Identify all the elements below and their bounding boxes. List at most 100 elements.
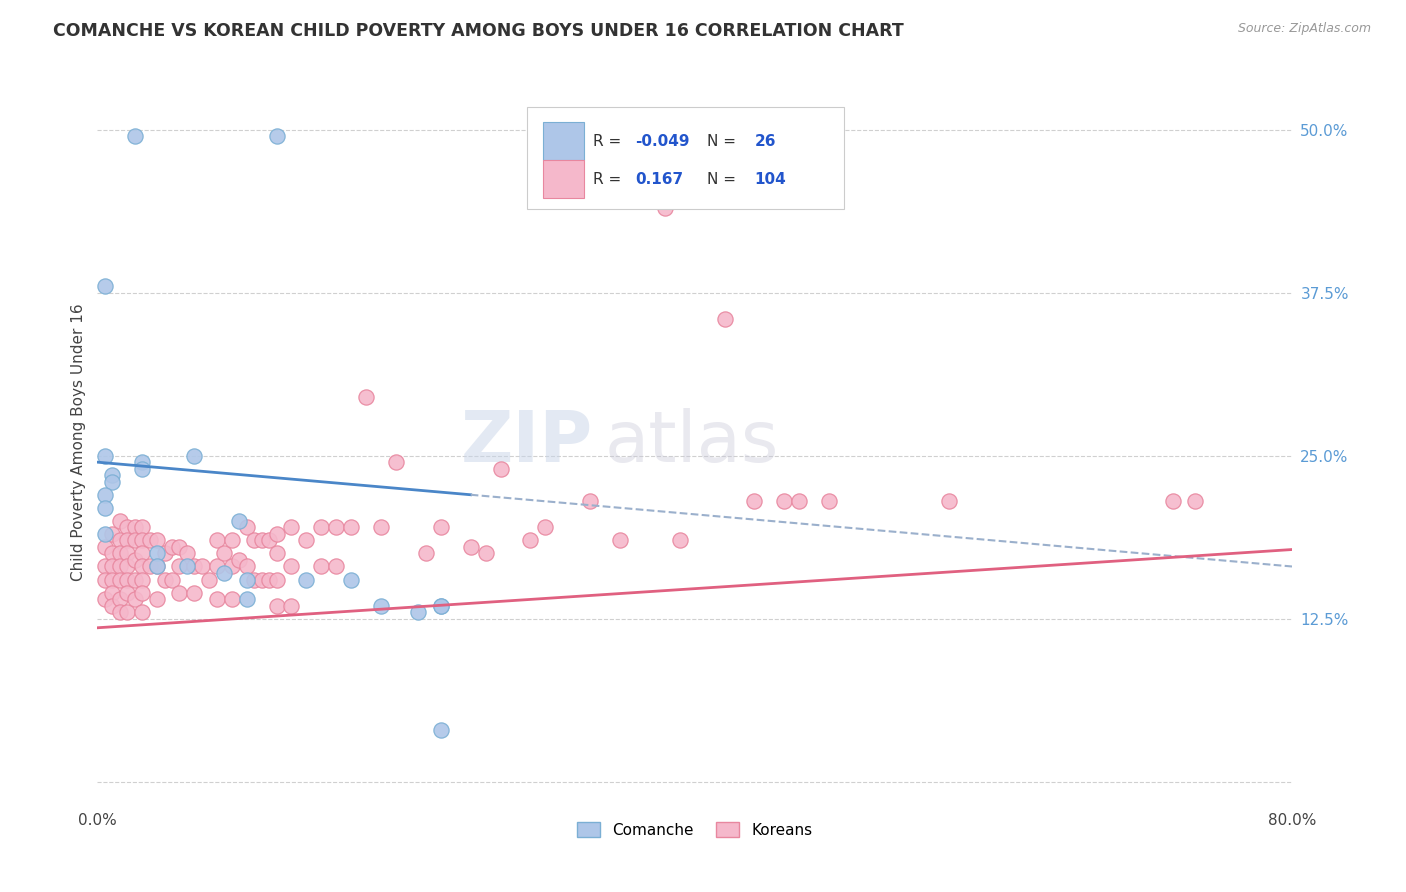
- Point: [101, 573, 124, 587]
- Point: [131, 585, 153, 599]
- Point: [228, 514, 250, 528]
- Text: N =: N =: [707, 171, 741, 186]
- Point: [311, 559, 333, 574]
- Point: [153, 546, 176, 560]
- Point: [938, 494, 960, 508]
- Point: [115, 605, 138, 619]
- Point: [198, 573, 221, 587]
- FancyBboxPatch shape: [527, 107, 844, 209]
- Point: [266, 527, 288, 541]
- Point: [153, 573, 176, 587]
- Text: 0.167: 0.167: [636, 171, 683, 186]
- Point: [205, 592, 228, 607]
- Point: [235, 520, 257, 534]
- Point: [94, 592, 117, 607]
- Point: [101, 585, 124, 599]
- Text: 104: 104: [755, 171, 786, 186]
- Point: [101, 475, 124, 489]
- Point: [295, 533, 318, 548]
- Point: [115, 546, 138, 560]
- Point: [340, 573, 363, 587]
- Point: [146, 592, 169, 607]
- Point: [131, 573, 153, 587]
- Point: [115, 533, 138, 548]
- Point: [138, 559, 160, 574]
- Point: [160, 573, 183, 587]
- Point: [146, 559, 169, 574]
- Point: [131, 546, 153, 560]
- Point: [176, 546, 198, 560]
- Point: [430, 723, 453, 737]
- Point: [579, 494, 602, 508]
- Point: [131, 533, 153, 548]
- Point: [713, 311, 735, 326]
- Point: [160, 540, 183, 554]
- Point: [94, 449, 117, 463]
- Point: [115, 520, 138, 534]
- Point: [176, 559, 198, 574]
- Text: R =: R =: [593, 171, 626, 186]
- Text: -0.049: -0.049: [636, 134, 689, 149]
- Point: [169, 540, 191, 554]
- Point: [169, 585, 191, 599]
- Point: [354, 390, 377, 404]
- Point: [430, 599, 453, 613]
- Text: COMANCHE VS KOREAN CHILD POVERTY AMONG BOYS UNDER 16 CORRELATION CHART: COMANCHE VS KOREAN CHILD POVERTY AMONG B…: [53, 22, 904, 40]
- Point: [295, 573, 318, 587]
- Point: [266, 546, 288, 560]
- Point: [101, 527, 124, 541]
- Point: [744, 494, 766, 508]
- Legend: Comanche, Koreans: Comanche, Koreans: [571, 815, 818, 844]
- Point: [131, 605, 153, 619]
- Point: [773, 494, 796, 508]
- Point: [609, 533, 631, 548]
- Point: [124, 553, 146, 567]
- FancyBboxPatch shape: [543, 122, 583, 161]
- Point: [108, 573, 131, 587]
- Point: [124, 129, 146, 144]
- Point: [787, 494, 810, 508]
- Point: [94, 540, 117, 554]
- Point: [205, 559, 228, 574]
- Y-axis label: Child Poverty Among Boys Under 16: Child Poverty Among Boys Under 16: [72, 304, 86, 582]
- Point: [146, 546, 169, 560]
- Point: [214, 546, 236, 560]
- Point: [108, 559, 131, 574]
- Text: R =: R =: [593, 134, 626, 149]
- Point: [250, 533, 273, 548]
- Point: [205, 533, 228, 548]
- Point: [228, 553, 250, 567]
- Point: [1161, 494, 1184, 508]
- Point: [108, 605, 131, 619]
- Point: [115, 585, 138, 599]
- Point: [124, 533, 146, 548]
- Point: [474, 546, 496, 560]
- Point: [370, 599, 392, 613]
- Point: [235, 559, 257, 574]
- Point: [266, 573, 288, 587]
- Point: [489, 461, 512, 475]
- Point: [235, 573, 257, 587]
- Point: [460, 540, 482, 554]
- Point: [169, 559, 191, 574]
- Point: [108, 533, 131, 548]
- Point: [214, 566, 236, 580]
- Point: [115, 573, 138, 587]
- Text: N =: N =: [707, 134, 741, 149]
- Text: atlas: atlas: [605, 409, 779, 477]
- Point: [183, 585, 205, 599]
- Point: [243, 533, 266, 548]
- Point: [94, 573, 117, 587]
- Point: [138, 533, 160, 548]
- Point: [370, 520, 392, 534]
- Point: [131, 559, 153, 574]
- Text: 26: 26: [755, 134, 776, 149]
- Point: [101, 559, 124, 574]
- Point: [257, 573, 280, 587]
- Point: [146, 533, 169, 548]
- Point: [311, 520, 333, 534]
- Point: [266, 129, 288, 144]
- FancyBboxPatch shape: [543, 161, 583, 198]
- Point: [115, 559, 138, 574]
- Point: [124, 520, 146, 534]
